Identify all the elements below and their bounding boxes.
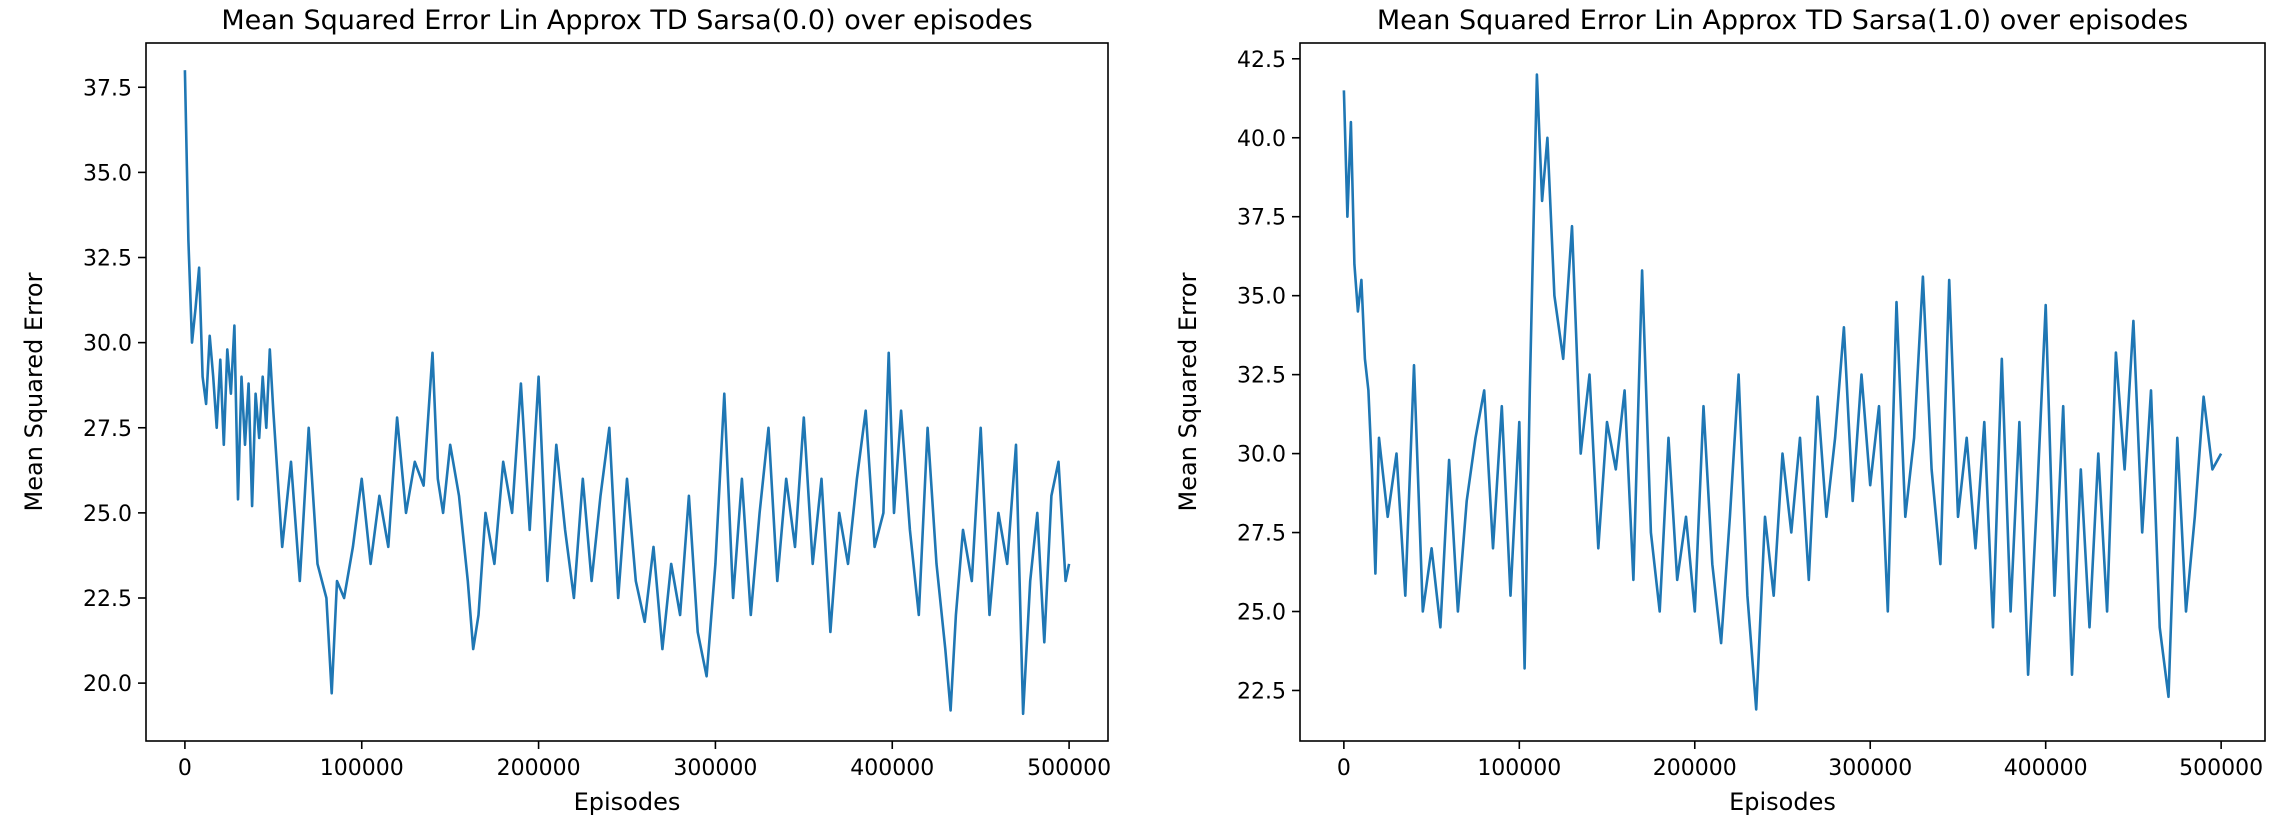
x-tick-label: 0 — [1337, 756, 1351, 781]
x-tick-label: 200000 — [1653, 756, 1737, 781]
x-tick-label: 100000 — [1477, 756, 1561, 781]
y-tick-label: 42.5 — [1237, 48, 1286, 73]
y-tick-label: 30.0 — [83, 332, 132, 357]
chart-sarsa-1: Mean Squared Error Lin Approx TD Sarsa(1… — [1174, 5, 2265, 816]
y-tick-label: 25.0 — [1237, 601, 1286, 626]
x-axis-label: Episodes — [574, 788, 681, 816]
x-tick-label: 500000 — [1027, 756, 1111, 781]
x-axis-label: Episodes — [1729, 788, 1836, 816]
y-tick-label: 32.5 — [83, 247, 132, 272]
x-tick-label: 400000 — [2004, 756, 2088, 781]
y-axis-label: Mean Squared Error — [1174, 272, 1202, 511]
x-tick-label: 200000 — [497, 756, 581, 781]
x-tick-label: 300000 — [1828, 756, 1912, 781]
x-tick-label: 100000 — [320, 756, 404, 781]
y-axis-label: Mean Squared Error — [20, 272, 48, 511]
y-tick-label: 37.5 — [83, 76, 132, 101]
x-tick-label: 0 — [178, 756, 192, 781]
x-tick-label: 300000 — [673, 756, 757, 781]
series-line — [1344, 75, 2221, 710]
y-tick-label: 35.0 — [1237, 285, 1286, 310]
y-tick-label: 35.0 — [83, 161, 132, 186]
y-tick-label: 32.5 — [1237, 364, 1286, 389]
y-tick-label: 30.0 — [1237, 443, 1286, 468]
series-line — [185, 70, 1069, 714]
plot-frame — [146, 43, 1108, 741]
y-tick-label: 25.0 — [83, 502, 132, 527]
chart-title: Mean Squared Error Lin Approx TD Sarsa(0… — [221, 5, 1032, 36]
x-tick-label: 400000 — [850, 756, 934, 781]
y-tick-label: 27.5 — [1237, 522, 1286, 547]
x-tick-label: 500000 — [2179, 756, 2263, 781]
y-tick-label: 22.5 — [1237, 679, 1286, 704]
y-tick-label: 27.5 — [83, 417, 132, 442]
plot-frame — [1300, 43, 2265, 741]
chart-title: Mean Squared Error Lin Approx TD Sarsa(1… — [1377, 5, 2188, 36]
y-tick-label: 40.0 — [1237, 127, 1286, 152]
y-tick-label: 20.0 — [83, 672, 132, 697]
chart-sarsa-0: Mean Squared Error Lin Approx TD Sarsa(0… — [20, 5, 1111, 816]
y-tick-label: 22.5 — [83, 587, 132, 612]
y-tick-label: 37.5 — [1237, 206, 1286, 231]
